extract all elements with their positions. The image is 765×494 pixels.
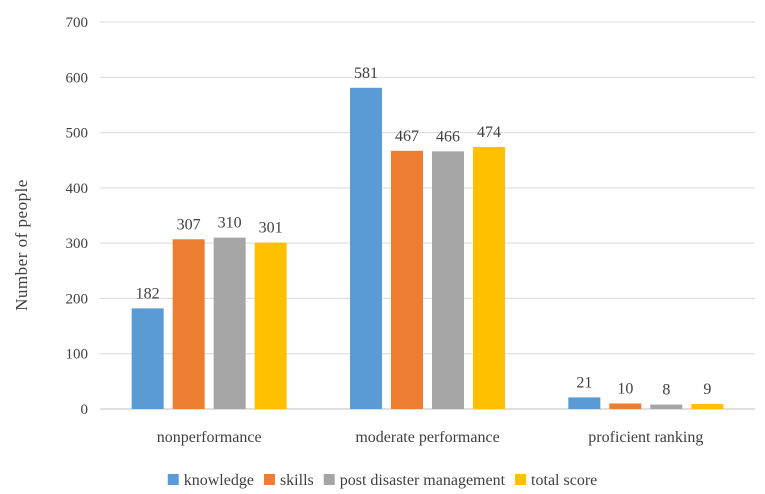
data-label: 581: [354, 65, 378, 82]
category-labels: nonperformance moderate performance profic…: [157, 429, 704, 446]
legend-item: knowledge: [167, 472, 254, 489]
bar-skills-1: [391, 150, 423, 409]
bar-total-score-1: [473, 146, 505, 409]
bar-post-disaster-management-1: [432, 151, 464, 409]
legend-swatch: [515, 474, 527, 485]
y-tick-label: 600: [66, 70, 89, 86]
bar-skills-0: [172, 239, 205, 409]
bar-post-disaster-management-2: [650, 404, 683, 409]
data-label: 467: [395, 128, 419, 145]
gridlines: [100, 21, 755, 410]
y-tick-label: 100: [66, 347, 89, 363]
bar-knowledge-2: [568, 397, 601, 409]
legend-swatch: [167, 474, 179, 485]
data-label: 8: [662, 382, 670, 399]
bar-skills-2: [609, 403, 642, 409]
data-label: 21: [576, 374, 592, 391]
data-label: 9: [703, 381, 711, 398]
y-tick-label: 400: [66, 181, 89, 197]
data-label: 301: [259, 220, 283, 237]
legend-label: total score: [531, 472, 597, 489]
category-label: moderate performance: [355, 429, 499, 446]
category-label: proficient ranking: [588, 429, 703, 446]
data-label: 466: [436, 128, 460, 145]
legend-item: total score: [515, 472, 597, 489]
legend-label: post disaster management: [340, 472, 506, 489]
bar-total-score-2: [691, 404, 724, 409]
legend-label: skills: [280, 472, 314, 489]
legend-label: knowledge: [184, 472, 254, 489]
legend-swatch: [263, 474, 275, 485]
data-label: 307: [177, 216, 201, 233]
bar-post-disaster-management-0: [213, 237, 246, 409]
data-label: 310: [218, 215, 242, 232]
data-labels: 182 307 310 301 581 467 466 474 21 10 8 9: [136, 65, 712, 399]
bar-knowledge-1: [350, 87, 382, 409]
data-label: 474: [477, 124, 501, 141]
legend-swatch: [323, 474, 335, 485]
y-tick-label: 0: [81, 402, 89, 418]
bar-knowledge-0: [131, 308, 164, 409]
bar-total-score-0: [254, 242, 287, 409]
category-label: nonperformance: [157, 429, 262, 446]
y-tick-label: 300: [66, 236, 89, 252]
y-tick-label: 200: [66, 291, 89, 307]
bars: [131, 87, 724, 409]
legend-item: post disaster management: [323, 472, 506, 489]
data-label: 182: [136, 285, 160, 302]
legend-item: skills: [263, 472, 314, 489]
data-label: 10: [617, 380, 633, 397]
y-axis-label: Number of people: [12, 179, 31, 311]
y-axis-ticks: 0 100 200 300 400 500 600 700: [66, 15, 89, 418]
y-tick-label: 700: [66, 15, 89, 31]
legend: knowledge skills post disaster management t…: [167, 472, 597, 489]
y-tick-label: 500: [66, 126, 89, 142]
